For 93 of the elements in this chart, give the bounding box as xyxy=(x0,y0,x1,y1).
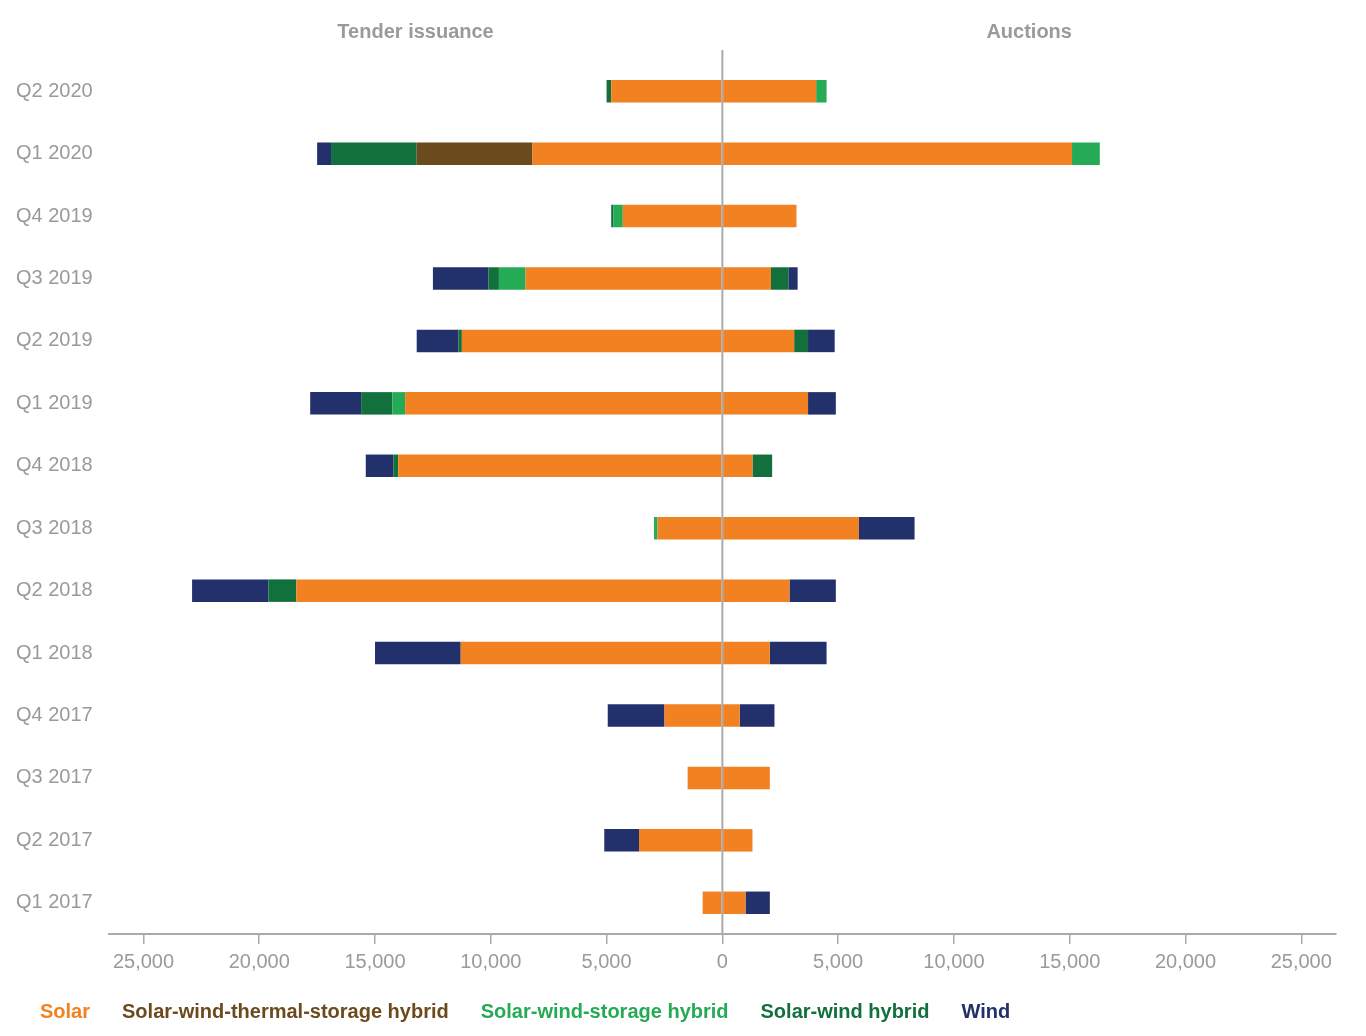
bar xyxy=(769,641,827,665)
bar xyxy=(723,641,770,665)
bar xyxy=(611,204,614,228)
bar xyxy=(498,267,526,290)
y-tick-label: Q2 2020 xyxy=(15,78,93,101)
x-tick-label: 5,000 xyxy=(813,949,864,972)
bar xyxy=(723,766,770,790)
bar xyxy=(794,329,809,353)
bar xyxy=(398,454,722,478)
bar xyxy=(639,829,722,852)
x-tick-label: 5,000 xyxy=(581,949,632,972)
bar xyxy=(788,267,798,290)
bar xyxy=(723,829,753,852)
text: Solar-wind-thermal-storage hybrid xyxy=(122,999,449,1022)
bar xyxy=(331,142,417,165)
x-tick-label: 25,000 xyxy=(1270,949,1332,972)
y-tick-label: Q1 2019 xyxy=(15,390,93,413)
bar xyxy=(611,79,722,103)
bar xyxy=(723,392,809,415)
bar xyxy=(461,329,722,353)
bar xyxy=(365,454,394,478)
bar xyxy=(723,329,795,353)
bar xyxy=(1072,142,1100,165)
y-tick-label: Q3 2017 xyxy=(15,765,93,788)
bar xyxy=(525,267,722,290)
bar xyxy=(723,142,1073,165)
x-tick-label: 10,000 xyxy=(923,949,985,972)
bar xyxy=(723,704,740,727)
bar xyxy=(432,267,489,290)
bar xyxy=(458,329,462,353)
bar xyxy=(622,204,722,228)
bar xyxy=(723,204,797,228)
x-tick-label: 15,000 xyxy=(1039,949,1101,972)
bar xyxy=(723,267,771,290)
bar xyxy=(317,142,332,165)
bar xyxy=(770,267,789,290)
bar xyxy=(816,79,827,103)
x-tick-label: 15,000 xyxy=(344,949,406,972)
bar xyxy=(723,516,859,540)
bar xyxy=(604,829,639,852)
bar xyxy=(416,142,533,165)
y-tick-label: Q3 2018 xyxy=(15,515,93,538)
bar xyxy=(532,142,722,165)
bar xyxy=(416,329,459,353)
y-tick-label: Q2 2019 xyxy=(15,328,93,351)
bar xyxy=(723,891,746,915)
bar xyxy=(723,579,790,602)
bar xyxy=(702,891,722,915)
y-tick-label: Q3 2019 xyxy=(15,266,93,289)
bar xyxy=(739,704,775,727)
x-tick-label: 20,000 xyxy=(1154,949,1217,972)
bar xyxy=(745,891,770,915)
x-tick-label: 20,000 xyxy=(228,949,290,972)
x-tick-label: 0 xyxy=(716,949,728,972)
y-tick-label: Q1 2018 xyxy=(15,640,93,663)
bar xyxy=(296,579,722,602)
bar xyxy=(310,392,362,415)
bar xyxy=(808,329,835,353)
y-tick-label: Q4 2017 xyxy=(15,703,93,726)
bar xyxy=(375,641,461,665)
bar xyxy=(405,392,722,415)
bar xyxy=(613,204,623,228)
bar xyxy=(752,454,773,478)
y-tick-label: Q4 2018 xyxy=(15,453,93,476)
text: Wind xyxy=(961,999,1011,1022)
y-tick-label: Q1 2017 xyxy=(15,890,93,913)
text: Solar-wind hybrid xyxy=(760,999,930,1022)
bar xyxy=(192,579,269,602)
bar xyxy=(664,704,722,727)
y-tick-label: Q2 2018 xyxy=(15,578,93,601)
bar xyxy=(858,516,915,540)
bar xyxy=(488,267,499,290)
text: Tender issuance xyxy=(337,19,494,42)
bar xyxy=(654,516,658,540)
bar xyxy=(723,79,817,103)
bar xyxy=(460,641,722,665)
bar xyxy=(607,704,665,727)
bar xyxy=(808,392,836,415)
y-tick-label: Q1 2020 xyxy=(15,141,93,164)
bar xyxy=(723,454,753,478)
x-tick-label: 10,000 xyxy=(460,949,522,972)
bar xyxy=(657,516,722,540)
text: Auctions xyxy=(986,19,1072,42)
y-tick-label: Q2 2017 xyxy=(15,827,93,850)
bar xyxy=(687,766,722,790)
bar xyxy=(789,579,836,602)
text: Solar-wind-storage hybrid xyxy=(480,999,729,1022)
y-tick-label: Q4 2019 xyxy=(15,203,93,226)
bar xyxy=(361,392,393,415)
x-tick-label: 25,000 xyxy=(112,949,175,972)
text: Solar xyxy=(40,999,91,1022)
bar xyxy=(392,392,406,415)
bar xyxy=(268,579,297,602)
